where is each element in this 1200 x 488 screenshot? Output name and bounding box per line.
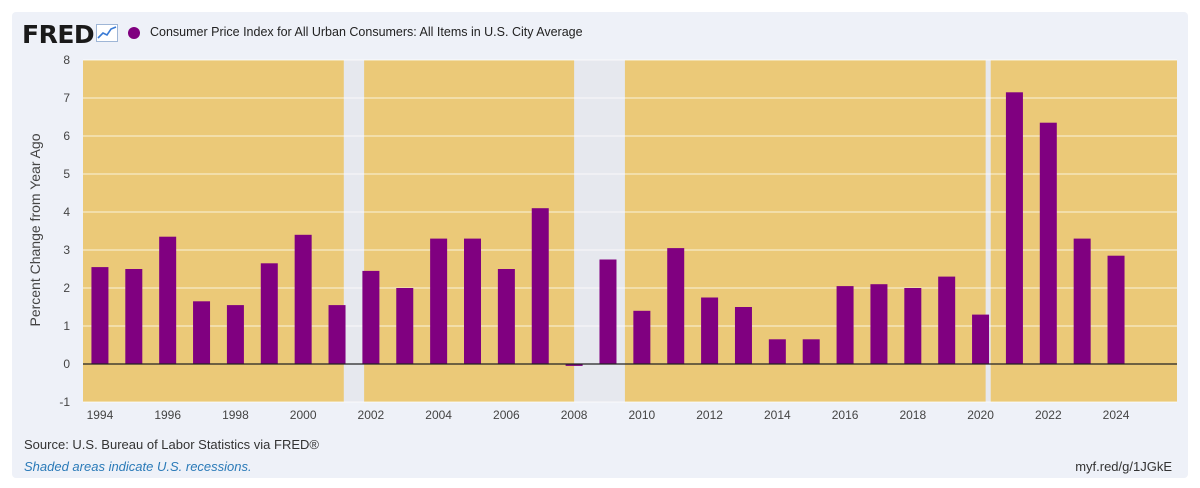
y-tick-label: 7 [63,91,70,105]
fred-graph-icon [96,24,118,42]
bar-1999 [260,263,278,364]
bar-2019 [938,276,956,364]
bar-2013 [734,307,752,364]
bar-2005 [464,238,482,364]
y-tick-label: 4 [63,205,70,219]
bar-2015 [802,339,820,364]
fred-logo[interactable]: FRED [22,20,95,49]
short-link[interactable]: myf.red/g/1JGkE [1075,459,1172,474]
x-tick-label: 2002 [358,408,385,422]
y-axis-label: Percent Change from Year Ago [27,133,43,327]
bar-2008 [565,364,583,366]
bar-2010 [633,310,651,364]
x-tick-label: 1998 [222,408,249,422]
source-text: Source: U.S. Bureau of Labor Statistics … [24,437,319,452]
bar-1997 [193,301,211,364]
bar-2011 [667,248,685,364]
bar-2014 [768,339,786,364]
bar-2024 [1107,255,1125,364]
x-tick-label: 2020 [967,408,994,422]
bar-2006 [497,269,515,364]
bar-1995 [125,269,143,364]
bar-2009 [599,259,617,364]
bar-2021 [1005,92,1023,365]
bar-2004 [430,238,448,364]
bar-1994 [91,267,109,364]
bar-1998 [226,305,244,364]
x-tick-label: 2004 [425,408,452,422]
bar-2022 [1039,122,1057,364]
bar-2001 [328,305,346,364]
bar-2017 [870,284,888,364]
bar-2003 [396,288,414,364]
bar-2007 [531,208,549,364]
x-tick-label: 2016 [832,408,859,422]
x-tick-label: 2022 [1035,408,1062,422]
bar-2012 [701,297,719,364]
x-tick-label: 2024 [1103,408,1130,422]
recession-note[interactable]: Shaded areas indicate U.S. recessions. [24,459,252,474]
y-tick-label: 3 [63,243,70,257]
recession-band-0 [343,60,365,402]
bar-2018 [904,288,922,364]
legend-label[interactable]: Consumer Price Index for All Urban Consu… [150,25,583,39]
legend-swatch [128,27,140,39]
x-tick-label: 2010 [629,408,656,422]
bar-2023 [1073,238,1091,364]
y-tick-label: -1 [59,395,70,409]
bar-1996 [159,236,177,364]
x-tick-label: 2012 [696,408,723,422]
y-tick-label: 8 [63,53,70,67]
bar-2016 [836,286,854,364]
x-tick-label: 2018 [899,408,926,422]
x-tick-label: 2014 [764,408,791,422]
recession-band-2 [985,60,991,402]
x-tick-label: 2000 [290,408,317,422]
y-tick-label: 1 [63,319,70,333]
x-tick-label: 2006 [493,408,520,422]
x-tick-label: 1994 [87,408,114,422]
x-tick-label: 2008 [561,408,588,422]
y-tick-label: 0 [63,357,70,371]
y-tick-label: 6 [63,129,70,143]
x-tick-label: 1996 [154,408,181,422]
y-tick-label: 5 [63,167,70,181]
bar-2002 [362,270,380,364]
y-tick-label: 2 [63,281,70,295]
bar-2000 [294,234,312,364]
bar-2020 [972,314,990,364]
